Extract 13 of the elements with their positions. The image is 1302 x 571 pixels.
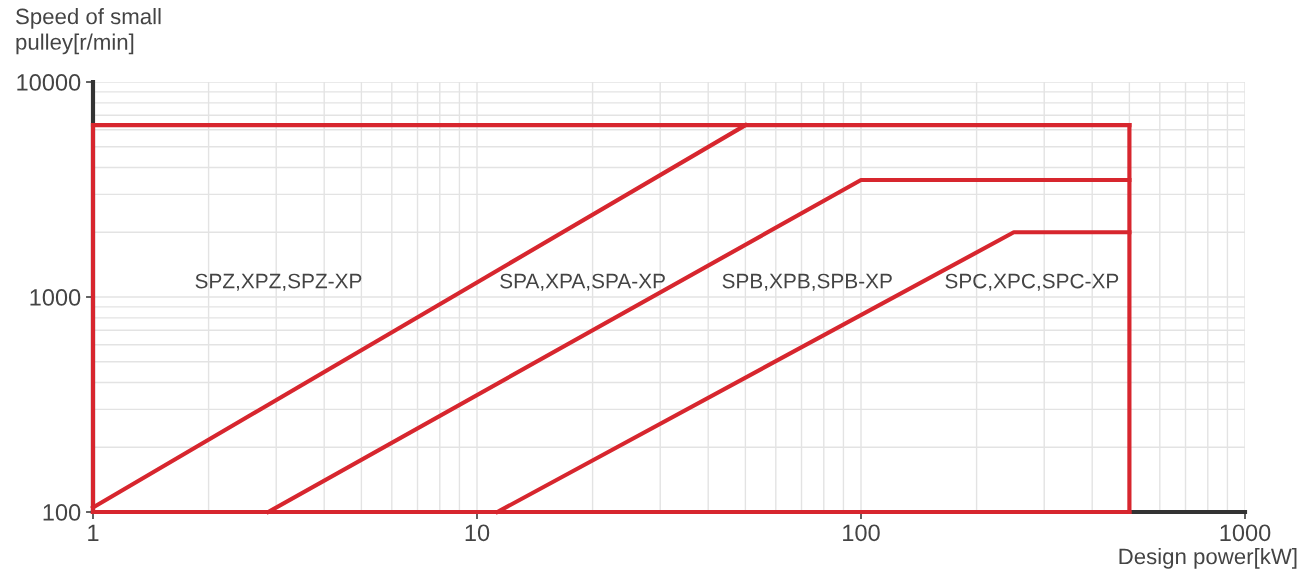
annotation: SPC,XPC,SPC-XP [945,273,1119,291]
x-tick-label: 1000 [1220,524,1271,542]
x-tick-label: 10 [465,524,490,542]
y-tick-label: 100 [43,504,81,521]
x-tick-label: 100 [843,524,880,542]
annotation: SPZ,XPZ,SPZ-XP [195,273,362,291]
annotation: SPB,XPB,SPB-XP [722,273,892,291]
x-axis-title: Design power[kW] [1119,548,1297,569]
x-tick-label: 1 [88,524,99,541]
y-axis-title: Speed of small pulley[r/min] [16,8,161,55]
annotation: SPA,XPA,SPA-XP [500,273,665,291]
y-tick-label: 1000 [30,289,81,306]
y-tick-label: 10000 [17,74,81,91]
